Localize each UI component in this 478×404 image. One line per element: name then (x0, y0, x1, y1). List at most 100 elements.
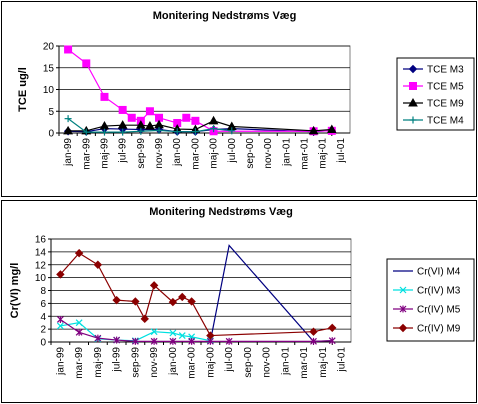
tce-legend-marker (409, 82, 417, 90)
crvi-xtick-label: maj-99 (93, 347, 104, 378)
tce-xtick-label: maj-00 (209, 138, 220, 169)
crvi-data-point (131, 297, 140, 306)
crvi-data-point (150, 328, 158, 336)
tce-chart-title: Monitering Nedstrøms Væg (153, 10, 297, 22)
crvi-data-point (75, 328, 83, 336)
crvi-data-point (112, 295, 121, 305)
crvi-xtick-label: sep-00 (243, 347, 254, 378)
tce-xtick-label: jan-01 (281, 138, 292, 167)
tce-chart: Monitering Nedstrøms Væg 0 5 10 15 20 jan-99 ma… (17, 10, 475, 170)
tce-data-point (182, 113, 191, 122)
crvi-data-point (93, 260, 103, 269)
tce-legend-marker (408, 64, 418, 74)
crvi-legend-entry: Cr(IV) M3 (393, 286, 461, 297)
tce-legend-label: TCE M9 (427, 99, 464, 110)
tce-xtick-label: nov-00 (263, 138, 274, 169)
tce-legend-entry: TCE M5 (403, 82, 464, 93)
crvi-data-point (131, 337, 139, 345)
tce-data-point (308, 125, 319, 135)
tce-ytick-label: 20 (43, 42, 55, 53)
crvi-ytick-label: 6 (40, 299, 46, 310)
tce-data-point (326, 124, 337, 134)
crvi-xtick-label: maj-00 (205, 347, 216, 378)
tce-legend-label: TCE M3 (427, 65, 464, 76)
crvi-series-3 (56, 248, 337, 340)
crvi-data-point (113, 336, 121, 344)
tce-legend-marker (409, 116, 417, 124)
tce-data-point (145, 107, 154, 116)
tce-ytick-label: 10 (43, 85, 55, 96)
tce-xtick-label: jul-99 (118, 138, 129, 164)
tce-data-point (64, 45, 73, 54)
crvi-legend-entry: Cr(IV) M9 (393, 324, 461, 335)
crvi-y-axis-label: Cr(VI) mg/l (9, 263, 21, 319)
crvi-data-point (178, 292, 187, 302)
crvi-xtick-label: jan-99 (55, 347, 66, 376)
crvi-chart-title: Monitering Nedstrøms Væg (149, 206, 293, 218)
tce-ytick-label: 15 (43, 63, 55, 74)
crvi-xtick-label: mar-99 (74, 347, 85, 379)
tce-data-point (119, 128, 127, 136)
crvi-ytick-label: 14 (35, 247, 47, 258)
crvi-data-point (56, 270, 65, 279)
tce-legend-marker (408, 97, 418, 107)
crvi-ytick-label: 16 (35, 235, 47, 246)
crvi-xtick-label: mar-00 (187, 347, 198, 379)
crvi-data-point (178, 332, 186, 339)
crvi-xtick-label: jul-99 (112, 347, 123, 373)
crvi-legend-label: Cr(IV) M9 (417, 324, 461, 335)
crvi-legend-marker (399, 305, 407, 313)
crvi-xtick-label: jul-01 (337, 347, 348, 373)
tce-series-line (67, 118, 232, 133)
tce-data-point (64, 115, 72, 123)
crvi-series-line (60, 318, 333, 342)
tce-data-point (118, 105, 127, 114)
crvi-data-point (328, 337, 336, 345)
crvi-legend-label: Cr(IV) M3 (417, 286, 461, 297)
tce-data-point (100, 92, 109, 101)
tce-data-point (100, 128, 108, 136)
tce-xtick-label: mar-99 (81, 138, 92, 170)
tce-data-point (82, 128, 90, 136)
tce-data-point (127, 113, 136, 122)
crvi-data-point (56, 315, 64, 323)
crvi-data-point (168, 297, 178, 307)
crvi-xtick-label: jul-00 (224, 347, 235, 373)
tce-data-point (145, 121, 155, 130)
tce-xtick-label: jan-00 (172, 138, 183, 167)
crvi-legend-label: Cr(VI) M4 (417, 267, 461, 278)
tce-legend-entry: TCE M9 (403, 97, 464, 110)
tce-legend-label: TCE M5 (427, 82, 464, 93)
crvi-ytick-label: 4 (40, 312, 46, 323)
crvi-xtick-label: nov-99 (149, 347, 160, 378)
tce-legend-label: TCE M4 (427, 116, 464, 127)
tce-xtick-label: jul-00 (227, 138, 238, 164)
crvi-xtick-label: jan-00 (168, 347, 179, 376)
tce-ytick-label: 0 (48, 129, 54, 140)
crvi-xtick-label: nov-00 (262, 347, 273, 378)
tce-data-point (228, 127, 236, 135)
crvi-data-point (187, 297, 196, 306)
crvi-ytick-label: 2 (40, 325, 46, 336)
crvi-data-point (169, 329, 177, 337)
chart-panel-tce: Monitering Nedstrøms Væg 0 5 10 15 20 jan-99 ma… (1, 1, 477, 197)
crvi-ytick-label: 12 (35, 260, 47, 271)
tce-data-point (173, 128, 181, 136)
tce-data-point (155, 126, 163, 134)
crvi-data-point (206, 331, 215, 340)
crvi-data-point (75, 319, 83, 327)
tce-ytick-label: 5 (48, 107, 54, 118)
crvi-legend-entry: Cr(VI) M4 (393, 267, 461, 278)
tce-xtick-label: maj-01 (318, 138, 329, 169)
crvi-data-point (328, 323, 337, 333)
crvi-data-point (188, 337, 196, 345)
crvi-data-point (140, 314, 149, 324)
chart-panel-crvi: Monitering Nedstrøms Væg 0 2 4 6 8 10 12 14 16 jan… (1, 200, 477, 403)
crvi-legend-entry: Cr(IV) M5 (393, 305, 461, 316)
crvi-xtick-label: maj-01 (318, 347, 329, 378)
crvi-ytick-label: 0 (40, 338, 46, 349)
tce-xtick-label: mar-01 (300, 138, 311, 170)
crvi-ytick-label: 8 (40, 286, 46, 297)
tce-data-point (137, 127, 145, 135)
